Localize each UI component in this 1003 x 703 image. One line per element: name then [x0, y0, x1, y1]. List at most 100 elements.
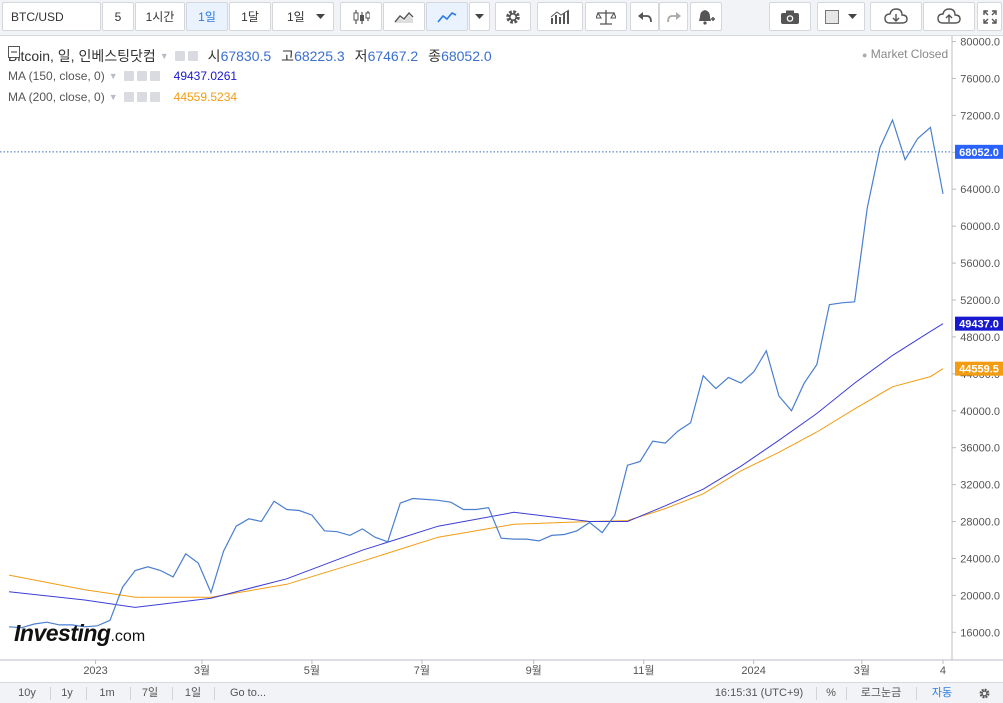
symbol-input[interactable]: BTC/USD: [2, 2, 101, 31]
range-1y[interactable]: 1y: [61, 687, 73, 699]
high-value: 68225.3: [294, 48, 345, 64]
timeframe-1mo-button[interactable]: 1달: [229, 2, 271, 31]
high-label: 고: [281, 48, 295, 64]
gear-icon[interactable]: [978, 687, 991, 700]
ma200-value: 44559.5234: [173, 90, 238, 104]
ma200-tag: 44559.5: [959, 364, 999, 376]
open-label: 시: [207, 48, 221, 64]
settings-icon[interactable]: [187, 51, 198, 61]
bell-plus-icon: [699, 9, 715, 25]
caret-down-icon: [475, 14, 484, 19]
price-chart[interactable]: 16000.0 20000.0 24000.0 28000.0 32000.0 36000…: [0, 36, 1003, 682]
range-1m[interactable]: 1m: [99, 687, 115, 699]
y-tick-label: 76000.0: [960, 73, 1000, 85]
range-1d[interactable]: 1일: [184, 687, 202, 699]
ma200-visibility-icon[interactable]: [123, 92, 134, 102]
y-tick-label: 48000.0: [960, 332, 1000, 344]
last-price-tag-bg: [955, 144, 1003, 159]
y-tick-label: 32000.0: [960, 480, 1000, 492]
goto-button[interactable]: Go to...: [229, 687, 267, 699]
ma150-caret-icon[interactable]: ▼: [108, 71, 118, 81]
y-tick-label: 64000.0: [960, 184, 1000, 196]
ma150-tag-bg: [955, 316, 1003, 331]
save-chart-button[interactable]: [923, 2, 975, 31]
ma200-caret-icon[interactable]: ▼: [108, 92, 118, 102]
x-tick-label: 2024: [741, 665, 765, 677]
undo-icon: [637, 11, 652, 22]
y-tick-label: 24000.0: [960, 553, 1000, 565]
legend-caret-icon[interactable]: ▼: [159, 51, 169, 61]
candlestick-style-button[interactable]: [340, 2, 382, 31]
legend-title: Bitcoin, 일, 인베스팅닷컴: [8, 48, 156, 64]
y-tick-label: 16000.0: [960, 627, 1000, 639]
range-7d[interactable]: 7일: [141, 687, 159, 699]
alert-button[interactable]: [690, 2, 722, 31]
collapse-icon[interactable]: [8, 46, 20, 58]
area-chart-icon: [394, 11, 414, 23]
separator: [50, 687, 51, 700]
caret-down-icon: [848, 14, 857, 19]
redo-button[interactable]: [659, 2, 688, 31]
gear-icon: [506, 9, 520, 24]
ma150-line[interactable]: [8, 323, 944, 608]
close-label: 종: [428, 48, 442, 64]
chart-area[interactable]: 16000.0 20000.0 24000.0 28000.0 32000.0 36000…: [0, 36, 1003, 682]
timeframe-select[interactable]: 1일: [272, 2, 334, 31]
status-bar: 10y 1y 1m 7일 1일 Go to... 16:15:31 (UTC+9…: [0, 682, 1003, 703]
chart-style-dropdown[interactable]: [469, 2, 490, 31]
y-tick-label: 80000.0: [960, 37, 1000, 49]
price-line[interactable]: [8, 118, 944, 629]
ma200-settings-icon[interactable]: [136, 92, 147, 102]
undo-button[interactable]: [630, 2, 659, 31]
x-tick-label: 7월: [414, 664, 430, 677]
line-style-button[interactable]: [426, 2, 468, 31]
ma200-line[interactable]: [8, 368, 944, 598]
symbol-text: BTC/USD: [11, 9, 64, 24]
candlestick-icon: [353, 9, 370, 24]
timeframe-1mo-label: 1달: [241, 10, 259, 24]
color-swatch-icon: [825, 9, 839, 24]
load-chart-button[interactable]: [870, 2, 922, 31]
compare-button[interactable]: [585, 2, 627, 31]
timeframe-select-label: 1일: [287, 10, 305, 24]
interval-value: 5: [114, 9, 122, 24]
ma150-close-icon[interactable]: [149, 71, 160, 81]
fullscreen-button[interactable]: [977, 2, 1002, 31]
logo-suffix: .com: [110, 628, 146, 645]
separator: [172, 687, 173, 700]
timeframe-1d-label: 1일: [198, 10, 216, 24]
auto-scale-toggle[interactable]: 자동: [931, 687, 953, 699]
timeframe-1d-button[interactable]: 1일: [186, 2, 228, 31]
screenshot-button[interactable]: [769, 2, 811, 31]
timeframe-1h-button[interactable]: 1시간: [135, 2, 185, 31]
line-chart-icon: [437, 11, 457, 23]
logo-brand: Investing: [14, 620, 111, 646]
legend-ma200: MA (200, close, 0) ▼ 44559.5234: [8, 90, 237, 104]
fullscreen-icon: [982, 9, 997, 24]
log-scale-toggle[interactable]: 로그눈금: [860, 687, 902, 699]
x-tick-label: 9월: [526, 664, 542, 677]
low-value: 67467.2: [367, 48, 419, 64]
area-style-button[interactable]: [383, 2, 425, 31]
indicators-button[interactable]: [537, 2, 583, 31]
range-10y[interactable]: 10y: [18, 687, 36, 699]
ma150-label: MA (150, close, 0): [8, 69, 105, 83]
settings-button[interactable]: [495, 2, 531, 31]
ma150-settings-icon[interactable]: [136, 71, 147, 81]
toolbar: BTC/USD 5 1시간 1일 1달 1일: [0, 0, 1003, 36]
market-status-text: Market Closed: [870, 47, 949, 61]
timeframe-1h-label: 1시간: [145, 10, 175, 24]
close-value: 68052.0: [441, 48, 492, 64]
percent-toggle[interactable]: %: [826, 687, 836, 699]
ma150-visibility-icon[interactable]: [123, 71, 134, 81]
x-tick-label: 3월: [194, 664, 210, 677]
separator: [130, 687, 131, 700]
x-tick-label: 3월: [854, 664, 870, 677]
color-select[interactable]: [817, 2, 865, 31]
visibility-icon[interactable]: [174, 51, 185, 61]
interval-input[interactable]: 5: [102, 2, 134, 31]
ma200-close-icon[interactable]: [149, 92, 160, 102]
x-tick-label: 2023: [83, 665, 107, 677]
cloud-upload-icon: [937, 7, 961, 24]
